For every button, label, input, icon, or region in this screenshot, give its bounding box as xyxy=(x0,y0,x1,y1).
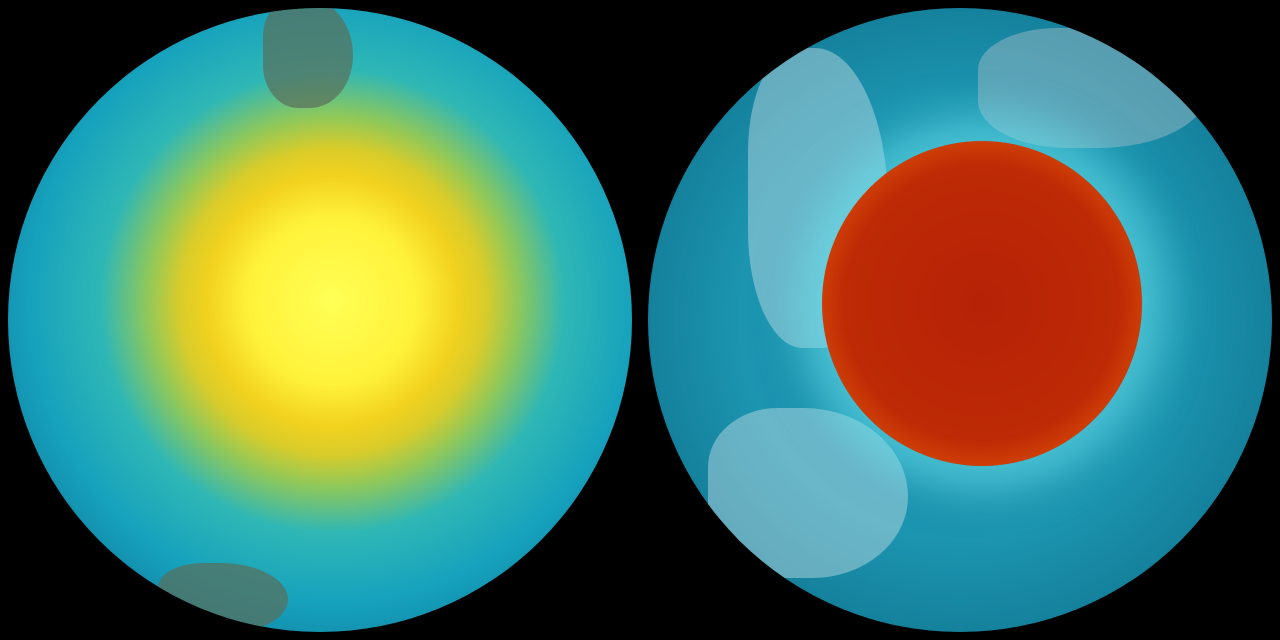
globe-shading xyxy=(648,8,1272,632)
landmass xyxy=(158,563,288,632)
landmass xyxy=(708,408,908,578)
landmass xyxy=(978,28,1208,148)
landmass xyxy=(263,8,353,108)
globe-shading xyxy=(8,8,632,632)
globe-right xyxy=(648,8,1272,632)
ozone-hole xyxy=(822,141,1142,466)
globe-left xyxy=(8,8,632,632)
